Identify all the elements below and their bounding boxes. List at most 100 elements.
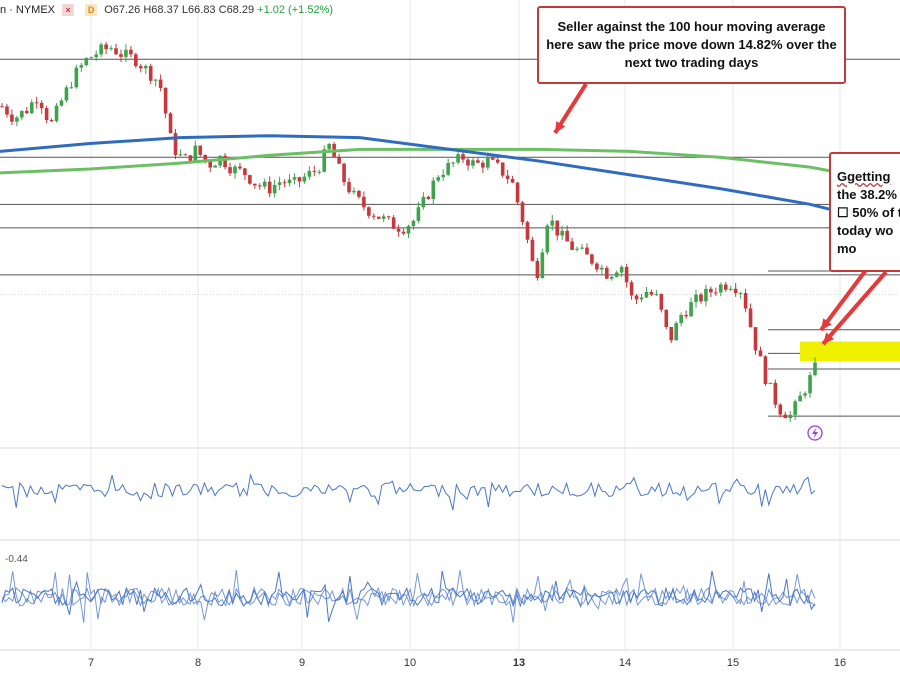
- candle: [168, 113, 173, 134]
- candle: [743, 293, 748, 309]
- candle: [367, 207, 371, 216]
- candle: [376, 216, 381, 219]
- candle: [362, 196, 366, 208]
- candle: [129, 49, 133, 55]
- arrow-head: [821, 318, 832, 330]
- low-value: L66.83: [181, 4, 216, 16]
- candle: [416, 207, 421, 221]
- candle: [406, 226, 411, 234]
- candle: [446, 162, 450, 175]
- candle: [223, 155, 227, 168]
- candle: [426, 196, 431, 199]
- x-tick-label: 8: [194, 657, 202, 669]
- candle: [49, 120, 54, 122]
- candle: [29, 102, 34, 114]
- candle: [148, 65, 153, 81]
- candle: [391, 217, 396, 229]
- candle: [659, 294, 664, 310]
- delay-badge: D: [85, 4, 98, 17]
- candle: [694, 294, 698, 303]
- candle: [59, 100, 64, 106]
- candle: [714, 292, 718, 294]
- annotation-line: the 38.2%: [837, 187, 897, 202]
- candle: [267, 181, 272, 194]
- candle: [481, 162, 485, 168]
- candle: [193, 145, 198, 161]
- candle: [357, 190, 361, 197]
- candle: [471, 160, 475, 166]
- candle: [550, 220, 555, 226]
- candle: [704, 288, 708, 302]
- candle: [639, 297, 644, 300]
- candle: [674, 323, 678, 341]
- candle: [793, 401, 797, 415]
- candle: [540, 252, 545, 279]
- candle: [89, 57, 94, 59]
- candle: [768, 382, 773, 385]
- candle: [327, 143, 331, 150]
- x-tick-label: 13: [512, 657, 526, 669]
- candle: [143, 65, 148, 69]
- candle: [520, 202, 525, 223]
- candle: [337, 156, 341, 164]
- candle: [272, 184, 277, 194]
- candle: [585, 247, 589, 255]
- candle: [292, 177, 297, 180]
- candle: [654, 294, 659, 296]
- candle: [580, 247, 584, 249]
- candle: [515, 182, 520, 203]
- candle: [228, 167, 232, 174]
- arrow-head: [555, 121, 566, 133]
- candle: [64, 87, 69, 101]
- candlesticks: [0, 41, 817, 423]
- candle: [723, 284, 728, 290]
- candle: [555, 220, 560, 236]
- candle: [748, 308, 753, 328]
- candle: [604, 267, 609, 279]
- x-tick-label: 9: [298, 657, 306, 669]
- candle: [99, 44, 103, 55]
- candle: [158, 79, 163, 88]
- candle: [728, 288, 733, 290]
- annotation-line: mo: [837, 241, 857, 256]
- candle: [456, 154, 460, 163]
- candle: [213, 165, 217, 168]
- candle: [188, 155, 193, 161]
- candle: [262, 181, 267, 187]
- candle: [560, 230, 564, 236]
- chart-grid: [0, 0, 900, 651]
- candle: [644, 291, 649, 298]
- candle: [783, 414, 788, 419]
- candle: [104, 44, 108, 50]
- candle: [535, 260, 540, 279]
- candle: [778, 404, 783, 415]
- oscillator-2: [1, 569, 816, 623]
- candle: [386, 216, 391, 218]
- candle: [614, 272, 619, 277]
- high-value: H68.37: [143, 4, 179, 16]
- candle: [297, 177, 302, 182]
- lightning-icon[interactable]: [807, 425, 823, 441]
- candle: [609, 276, 614, 279]
- candle: [243, 168, 247, 176]
- candle: [312, 170, 317, 172]
- candle: [277, 182, 282, 185]
- candle: [307, 170, 312, 177]
- arrow-shaft: [819, 268, 868, 332]
- candle: [431, 180, 436, 199]
- candle: [565, 230, 569, 242]
- candle: [575, 248, 579, 250]
- candle: [476, 160, 480, 163]
- candle: [139, 66, 143, 69]
- candle: [94, 54, 98, 58]
- candle: [24, 110, 29, 114]
- ohlc-header: n · NYMEX × D O67.26 H68.37 L66.83 C68.2…: [0, 4, 333, 17]
- candle: [634, 295, 639, 300]
- candle: [322, 149, 327, 172]
- candle: [411, 220, 416, 227]
- candle: [808, 375, 812, 394]
- candle: [163, 87, 168, 114]
- close-badge[interactable]: ×: [62, 4, 75, 17]
- arrow-shaft: [821, 270, 888, 346]
- arrow-head: [823, 332, 835, 344]
